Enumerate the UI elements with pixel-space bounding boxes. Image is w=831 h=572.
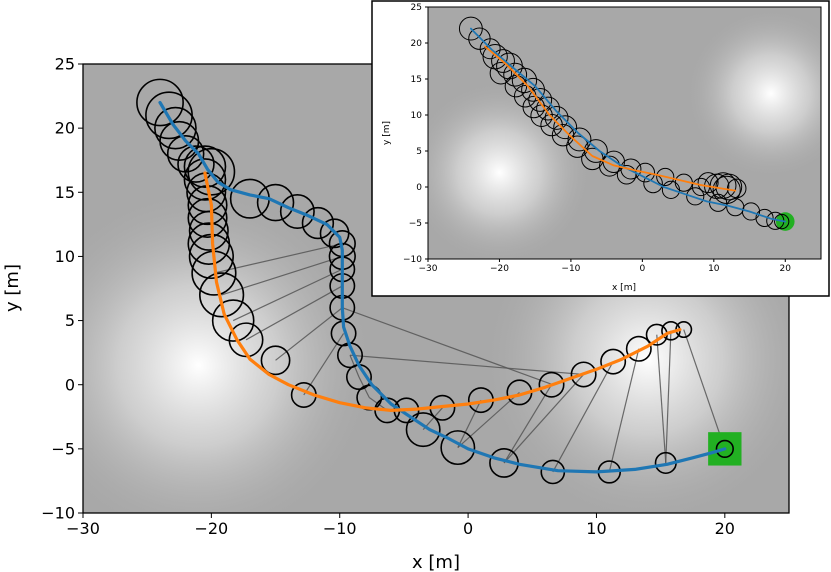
main-circle-marker: [177, 145, 215, 183]
main-circle-marker: [187, 147, 236, 196]
inset-circle-marker: [566, 135, 589, 158]
inset-circle-marker: [551, 123, 575, 147]
main-circle-marker: [211, 299, 255, 342]
inset-circle-marker: [774, 213, 790, 230]
inset-circle-marker: [697, 172, 719, 194]
inset-y-tick-label: 15: [411, 75, 422, 85]
inset-x-tick-label: −10: [561, 264, 580, 274]
main-connector-line: [457, 391, 520, 449]
inset-circle-marker: [726, 178, 747, 199]
main-circle-marker: [301, 206, 335, 240]
inset-x-tick-label: 10: [708, 264, 720, 274]
main-circle-marker: [183, 158, 227, 201]
main-x-tick-label: 20: [715, 519, 735, 538]
main-connector-line: [245, 285, 343, 341]
inset-circle-marker: [620, 158, 642, 180]
main-series-line-orange: [203, 171, 682, 412]
inset-circle-marker: [686, 187, 705, 206]
main-connector-line: [349, 354, 584, 376]
main-x-axis-label: x [m]: [412, 552, 460, 572]
main-circle-marker: [183, 145, 227, 188]
main-connector-line: [608, 348, 640, 473]
main-y-tick-label: 25: [55, 55, 75, 74]
inset-x-tick-label: −20: [490, 264, 509, 274]
inset-chart: −30 −20 −10 0 10 20 −10 −5 0 5 10 15 20 25 x [m] y […: [371, 0, 830, 297]
main-glow-0: [83, 185, 379, 513]
inset-y-tick-label: 0: [416, 183, 422, 193]
main-y-tick-label: 0: [65, 375, 75, 394]
main-circle-marker: [625, 335, 652, 362]
main-circle-marker: [440, 430, 476, 466]
inset-y-tick-label: 10: [411, 111, 423, 121]
main-connector-line: [503, 384, 553, 464]
main-circle-marker: [260, 345, 291, 376]
inset-y-axis-label: y [m]: [382, 121, 392, 145]
inset-circle-marker: [567, 127, 592, 152]
inset-circle-marker: [504, 74, 528, 98]
main-x-tick-label: −30: [66, 519, 100, 538]
main-y-tick-label: 15: [55, 183, 75, 202]
inset-plot-frame: [427, 6, 822, 260]
inset-x-axis-label: x [m]: [612, 283, 636, 293]
main-connector-line: [665, 330, 672, 463]
main-connector-line: [656, 334, 667, 464]
main-circle-marker: [228, 322, 264, 358]
main-circle-marker: [405, 412, 441, 448]
inset-glow-1: [685, 7, 821, 180]
inset-y-tick-label: 5: [416, 147, 422, 157]
main-circle-marker: [136, 78, 184, 127]
inset-series-line-orange: [484, 45, 737, 192]
main-circle-marker: [199, 272, 245, 318]
main-y-tick-label: −5: [51, 439, 75, 458]
main-connector-line: [457, 399, 482, 448]
inset-circle-marker: [489, 62, 513, 85]
main-circle-marker: [154, 106, 197, 150]
inset-series-line-blue: [470, 27, 787, 223]
inset-circle-marker: [479, 38, 501, 60]
main-x-tick-label: −20: [194, 519, 228, 538]
main-connector-line: [342, 307, 554, 386]
inset-x-tick-label: 0: [639, 264, 645, 274]
main-circle-marker: [538, 371, 565, 398]
main-x-tick-label: 10: [586, 519, 606, 538]
inset-y-tick-label: −5: [409, 219, 422, 229]
main-circle-marker: [187, 197, 228, 238]
inset-circle-marker: [503, 62, 528, 87]
main-circle-marker: [188, 210, 229, 251]
main-connector-line: [552, 361, 614, 473]
main-connector-line: [503, 374, 585, 464]
inset-circle-marker: [521, 77, 545, 102]
main-circle-marker: [600, 348, 627, 375]
inset-y-tick-label: −10: [403, 255, 422, 265]
main-circle-marker: [570, 361, 597, 388]
main-circle-marker: [279, 194, 315, 230]
main-connector-line: [683, 329, 726, 450]
inset-glow-0: [428, 79, 593, 259]
inset-circle-marker: [540, 113, 563, 137]
main-circle-marker: [256, 183, 295, 222]
inset-x-tick-label: 20: [780, 264, 792, 274]
inset-circle-marker: [536, 96, 560, 121]
main-y-tick-label: 10: [55, 247, 75, 266]
main-y-axis-label: y [m]: [2, 264, 23, 312]
inset-circle-marker: [656, 167, 675, 186]
main-x-tick-label: −10: [323, 519, 357, 538]
inset-y-tick-label: 25: [411, 3, 422, 13]
main-y-tick-label: 20: [55, 119, 75, 138]
main-series-line-blue: [158, 100, 727, 474]
inset-circle-marker: [528, 87, 553, 112]
inset-circle-marker: [755, 208, 774, 228]
inset-x-tick-label: −30: [419, 264, 438, 274]
main-y-tick-label: −10: [41, 504, 75, 523]
main-x-tick-label: 0: [463, 519, 473, 538]
main-circle-marker: [715, 439, 734, 459]
main-y-tick-label: 5: [65, 311, 75, 330]
inset-circle-marker: [553, 115, 578, 140]
inset-circle-marker: [544, 105, 569, 130]
inset-y-tick-label: 20: [411, 39, 423, 49]
inset-circle-marker: [491, 49, 515, 73]
